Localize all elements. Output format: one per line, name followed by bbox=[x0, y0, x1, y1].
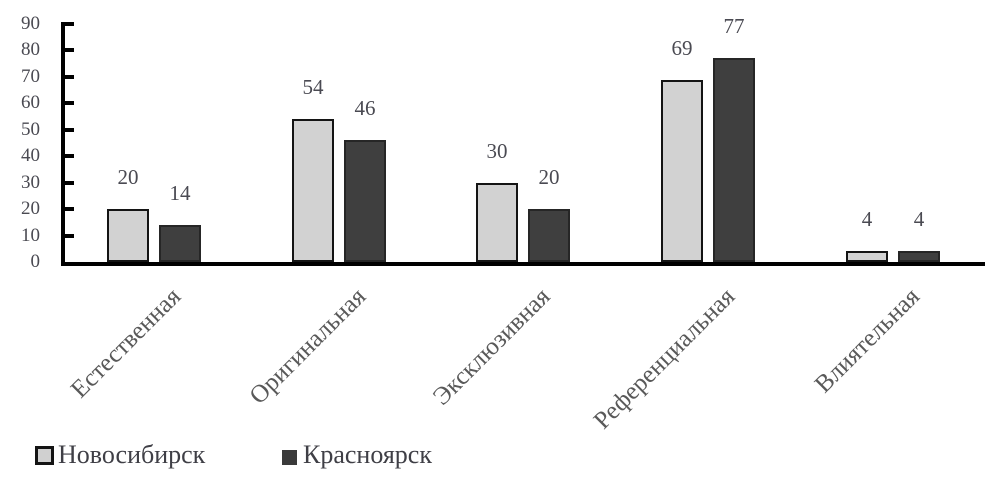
value-label-s1-c1: 46 bbox=[354, 96, 376, 120]
bar-s1-c3 bbox=[713, 58, 755, 262]
y-tick-mark-90 bbox=[65, 22, 74, 26]
x-axis-line bbox=[61, 262, 985, 266]
y-tick-label-70: 70 bbox=[21, 65, 40, 87]
bar-s1-c1 bbox=[344, 140, 386, 262]
bar-s0-c2 bbox=[476, 183, 518, 262]
y-tick-label-40: 40 bbox=[21, 145, 40, 167]
value-label-s0-c1: 54 bbox=[302, 75, 324, 99]
legend-label-0: Новосибирск bbox=[58, 440, 206, 469]
value-label-s0-c0: 20 bbox=[117, 165, 139, 189]
value-label-s0-c2: 30 bbox=[486, 139, 508, 163]
legend-swatch-1 bbox=[282, 450, 297, 465]
value-label-s1-c0: 14 bbox=[169, 181, 191, 205]
value-label-s1-c2: 20 bbox=[538, 165, 560, 189]
y-tick-label-90: 90 bbox=[21, 13, 40, 34]
value-label-s0-c3: 69 bbox=[671, 36, 693, 60]
y-tick-label-60: 60 bbox=[21, 92, 40, 114]
value-label-s1-c4: 4 bbox=[913, 207, 925, 231]
bar-s1-c4 bbox=[898, 251, 940, 262]
bar-s0-c3 bbox=[661, 80, 703, 262]
y-tick-label-0: 0 bbox=[30, 251, 41, 272]
legend-swatch-0 bbox=[35, 446, 54, 465]
y-tick-label-30: 30 bbox=[21, 171, 40, 193]
legend-label-1: Красноярск bbox=[303, 440, 432, 469]
y-tick-mark-10 bbox=[65, 233, 74, 238]
y-tick-label-50: 50 bbox=[21, 118, 40, 140]
category-label-0: Естественная bbox=[65, 283, 187, 404]
y-tick-label-20: 20 bbox=[21, 198, 40, 220]
bar-s0-c0 bbox=[107, 209, 149, 262]
bar-s0-c4 bbox=[846, 251, 888, 262]
y-tick-mark-70 bbox=[65, 74, 74, 79]
bar-s0-c1 bbox=[292, 119, 334, 262]
bar-s1-c0 bbox=[159, 225, 201, 262]
category-label-1: Оригинальная bbox=[244, 283, 371, 410]
y-tick-mark-50 bbox=[65, 127, 74, 132]
y-tick-mark-30 bbox=[65, 180, 74, 185]
y-axis-line bbox=[61, 22, 65, 266]
category-label-3: Референциальная bbox=[588, 283, 741, 435]
value-label-s0-c4: 4 bbox=[861, 207, 873, 231]
y-tick-mark-60 bbox=[65, 101, 74, 106]
y-tick-mark-40 bbox=[65, 154, 74, 159]
y-tick-label-80: 80 bbox=[21, 39, 40, 61]
y-tick-mark-80 bbox=[65, 48, 74, 53]
value-label-s1-c3: 77 bbox=[723, 14, 745, 38]
bar-s1-c2 bbox=[528, 209, 570, 262]
category-label-2: Эксклюзивная bbox=[427, 283, 556, 411]
y-tick-mark-20 bbox=[65, 207, 74, 212]
y-tick-label-10: 10 bbox=[21, 224, 40, 246]
category-label-4: Влиятельная bbox=[809, 283, 925, 399]
